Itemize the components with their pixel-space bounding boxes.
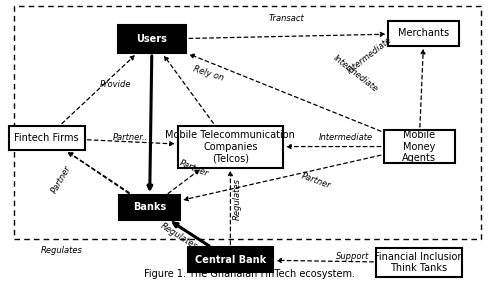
Text: Users: Users [136, 34, 168, 44]
FancyBboxPatch shape [188, 247, 274, 272]
Text: Intermediate: Intermediate [332, 54, 380, 94]
Text: Partner: Partner [300, 172, 332, 191]
Text: Rely on: Rely on [192, 65, 224, 83]
FancyBboxPatch shape [388, 21, 460, 46]
Text: Regulates: Regulates [40, 247, 82, 255]
Text: Partner: Partner [178, 158, 210, 178]
Text: Regulates: Regulates [159, 222, 199, 251]
Text: Partner..: Partner.. [112, 133, 148, 142]
Text: Provide: Provide [100, 80, 131, 89]
Text: Merchants: Merchants [398, 28, 450, 38]
Text: Support: Support [336, 252, 370, 261]
Text: Mobile Telecommunication
Companies
(Telcos): Mobile Telecommunication Companies (Telc… [166, 130, 296, 163]
Text: Banks: Banks [133, 202, 166, 213]
Text: Transact: Transact [269, 15, 304, 23]
Text: Central Bank: Central Bank [195, 255, 266, 265]
FancyBboxPatch shape [376, 248, 462, 277]
Text: Regulates: Regulates [233, 178, 242, 220]
Text: Intermediate: Intermediate [318, 133, 372, 142]
FancyBboxPatch shape [178, 126, 283, 168]
Text: Financial Inclusion
Think Tanks: Financial Inclusion Think Tanks [374, 252, 464, 274]
FancyBboxPatch shape [118, 25, 186, 53]
Text: Partner: Partner [50, 164, 73, 195]
FancyBboxPatch shape [119, 195, 180, 220]
FancyBboxPatch shape [8, 126, 85, 150]
Text: Fintech Firms: Fintech Firms [14, 133, 79, 143]
Text: Figure 1. The Ghanaian FinTech ecosystem.: Figure 1. The Ghanaian FinTech ecosystem… [144, 269, 356, 279]
FancyBboxPatch shape [384, 130, 454, 163]
Text: Intermediate: Intermediate [346, 35, 394, 75]
Text: Mobile
Money
Agents: Mobile Money Agents [402, 130, 436, 163]
